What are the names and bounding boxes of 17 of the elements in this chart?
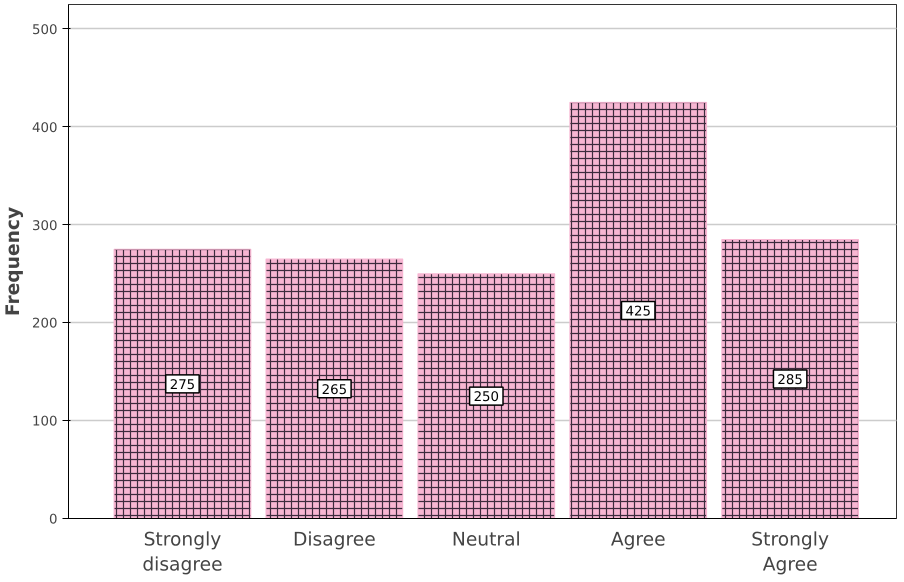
data-label: 265 <box>322 382 348 398</box>
y-axis-title: Frequency <box>3 206 24 316</box>
x-tick-label: Agree <box>610 530 666 550</box>
y-tick-label: 400 <box>32 120 58 136</box>
y-tick-label: 200 <box>32 316 58 332</box>
data-label: 250 <box>474 390 500 406</box>
y-tick-label: 300 <box>32 218 58 234</box>
y-tick-label: 100 <box>32 414 58 430</box>
x-tick-label: Disagree <box>292 530 376 550</box>
x-tick-label: Strongly Agree <box>751 530 830 576</box>
x-tick-label: Strongly disagree <box>142 530 223 576</box>
y-tick-label: 0 <box>49 512 58 528</box>
data-label: 425 <box>626 304 651 320</box>
data-label: 285 <box>777 372 803 388</box>
x-tick-label: Neutral <box>452 530 521 550</box>
data-label: 275 <box>170 378 196 393</box>
y-tick-label: 500 <box>32 22 58 38</box>
